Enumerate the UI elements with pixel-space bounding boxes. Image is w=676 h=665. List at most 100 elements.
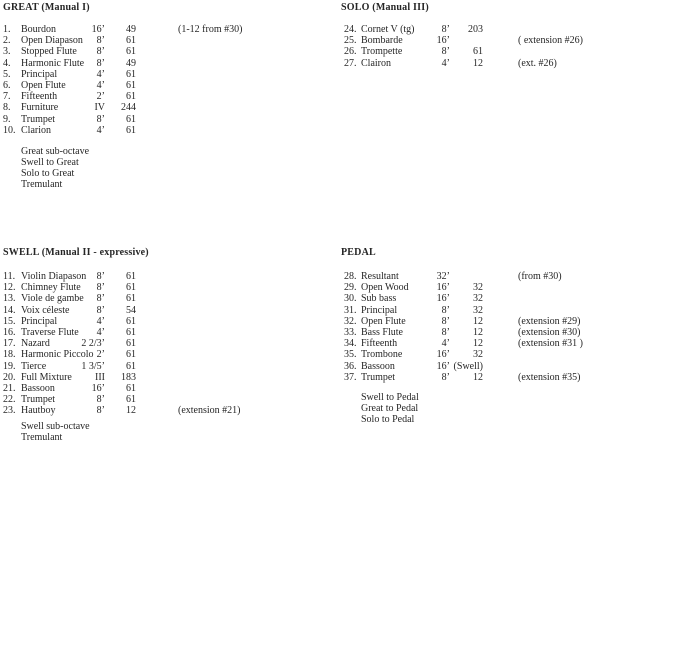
coupler-item: Swell sub-octave <box>21 421 90 432</box>
section-title: GREAT (Manual I) <box>3 2 90 13</box>
stop-row: 10. Clarion 4’ 61 <box>3 125 335 136</box>
stop-note: (from #30) <box>518 271 562 282</box>
stop-pipe-count: 61 <box>126 360 136 372</box>
stop-note: (ext. #26) <box>518 57 557 69</box>
stop-number: 6. <box>3 79 11 91</box>
stop-name: Traverse Flute <box>21 326 79 338</box>
stop-number: 34. <box>344 338 357 350</box>
stop-pipe-count: 32 <box>473 349 483 361</box>
stop-pitch: 8’ <box>441 46 450 58</box>
stop-pitch: 16’ <box>436 360 450 372</box>
stop-pitch: 16’ <box>436 293 450 305</box>
stop-number: 15. <box>3 315 16 327</box>
stop-pitch: 8’ <box>96 271 105 282</box>
stop-pitch: 4’ <box>96 79 105 91</box>
stop-pipe-count: 12 <box>126 405 136 417</box>
stop-number: 21. <box>3 382 16 394</box>
coupler-item: Swell to Pedal <box>361 392 419 403</box>
stop-number: 26. <box>344 46 357 58</box>
stop-name: Open Flute <box>21 79 66 91</box>
stop-pitch: 16’ <box>436 35 450 47</box>
stop-pitch: 8’ <box>441 326 450 338</box>
stop-list: 1. Bourdon 16’ 49 (1-12 from #30) 2. Ope… <box>3 24 335 136</box>
stop-pipe-count: 12 <box>473 338 483 350</box>
stop-row: 16. Traverse Flute 4’ 61 <box>3 327 335 338</box>
stop-pitch: 8’ <box>96 113 105 125</box>
stop-row: 21. Bassoon 16’ 61 <box>3 383 335 394</box>
stop-row: 32. Open Flute 8’ 12 (extension #29) <box>341 316 673 327</box>
stop-name: Bass Flute <box>361 326 403 338</box>
stop-row: 14. Voix céleste 8’ 54 <box>3 305 335 316</box>
stop-note: (extension #21) <box>178 405 241 417</box>
stop-number: 35. <box>344 349 357 361</box>
stop-number: 32. <box>344 315 357 327</box>
stop-number: 20. <box>3 371 16 383</box>
stop-pitch: 16’ <box>91 382 105 394</box>
stop-row: 36. Bassoon 16’ (Swell) <box>341 361 673 372</box>
stop-row: 29. Open Wood 16’ 32 <box>341 282 673 293</box>
stop-number: 28. <box>344 271 357 282</box>
stop-number: 12. <box>3 282 16 294</box>
stop-list: 24. Cornet V (tg) 8’ 203 25. Bombarde 16… <box>341 24 673 69</box>
stop-pitch: 4’ <box>96 315 105 327</box>
stop-note: ( extension #26) <box>518 35 583 47</box>
stop-pipe-count: 61 <box>126 124 136 136</box>
stop-name: Resultant <box>361 271 399 282</box>
coupler-item: Swell to Great <box>21 157 79 168</box>
stop-pipe-count: 61 <box>126 271 136 282</box>
stop-number: 29. <box>344 282 357 294</box>
stop-row: 5. Principal 4’ 61 <box>3 69 335 80</box>
stop-number: 4. <box>3 57 11 69</box>
stop-name: Trumpet <box>21 394 56 406</box>
stop-pipe-count: 32 <box>473 282 483 294</box>
stop-pipe-count: 203 <box>468 24 483 35</box>
stop-pipe-count: 61 <box>126 91 136 103</box>
stop-name: Full Mixture <box>21 371 72 383</box>
stop-number: 14. <box>3 304 16 316</box>
stop-row: 3. Stopped Flute 8’ 61 <box>3 46 335 57</box>
coupler-list: Swell sub-octave Tremulant <box>21 421 90 443</box>
stop-name: Violin Diapason <box>21 271 87 282</box>
stop-pitch: 16’ <box>436 349 450 361</box>
stop-number: 37. <box>344 371 357 383</box>
stop-note: (extension #35) <box>518 371 581 383</box>
stop-pipe-count: 61 <box>126 282 136 294</box>
stop-pipe-count: 61 <box>126 326 136 338</box>
stop-pitch: 8’ <box>441 371 450 383</box>
coupler-item: Great to Pedal <box>361 403 419 414</box>
stop-name: Trombone <box>361 349 403 361</box>
section-solo: SOLO (Manual III) 24. Cornet V (tg) 8’ 2… <box>341 2 673 69</box>
coupler-item: Solo to Great <box>21 168 75 179</box>
stop-number: 13. <box>3 293 16 305</box>
stop-row: 9. Trumpet 8’ 61 <box>3 114 335 125</box>
stop-name: Bassoon <box>21 382 55 394</box>
stop-row: 27. Clairon 4’ 12 (ext. #26) <box>341 58 673 69</box>
stop-row: 17. Nazard 2 2/3’ 61 <box>3 338 335 349</box>
stop-number: 16. <box>3 326 16 338</box>
stop-row: 18. Harmonic Piccolo 2’ 61 <box>3 349 335 360</box>
stop-pitch: 8’ <box>441 304 450 316</box>
stop-number: 23. <box>3 405 16 417</box>
stop-name: Fifteenth <box>361 338 398 350</box>
stop-row: 31. Principal 8’ 32 <box>341 305 673 316</box>
stop-name: Sub bass <box>361 293 397 305</box>
stop-pitch: 8’ <box>441 315 450 327</box>
stop-row: 20. Full Mixture III 183 <box>3 372 335 383</box>
stop-pitch: IV <box>94 102 105 114</box>
stop-name: Trumpet <box>361 371 396 383</box>
stop-pipe-count: 54 <box>126 304 136 316</box>
stop-pitch: 2’ <box>96 349 105 361</box>
stop-row: 33. Bass Flute 8’ 12 (extension #30) <box>341 327 673 338</box>
stop-number: 3. <box>3 46 11 58</box>
stop-row: 7. Fifteenth 2’ 61 <box>3 91 335 102</box>
stop-pipe-count: 61 <box>126 338 136 350</box>
stop-name: Clairon <box>361 57 391 69</box>
stop-name: Fifteenth <box>21 91 58 103</box>
stop-pipe-count: 61 <box>126 315 136 327</box>
stop-pitch: 4’ <box>441 338 450 350</box>
stop-pitch: 16’ <box>436 282 450 294</box>
stop-pipe-count: 12 <box>473 326 483 338</box>
stop-number: 30. <box>344 293 357 305</box>
stop-name: Principal <box>21 315 58 327</box>
